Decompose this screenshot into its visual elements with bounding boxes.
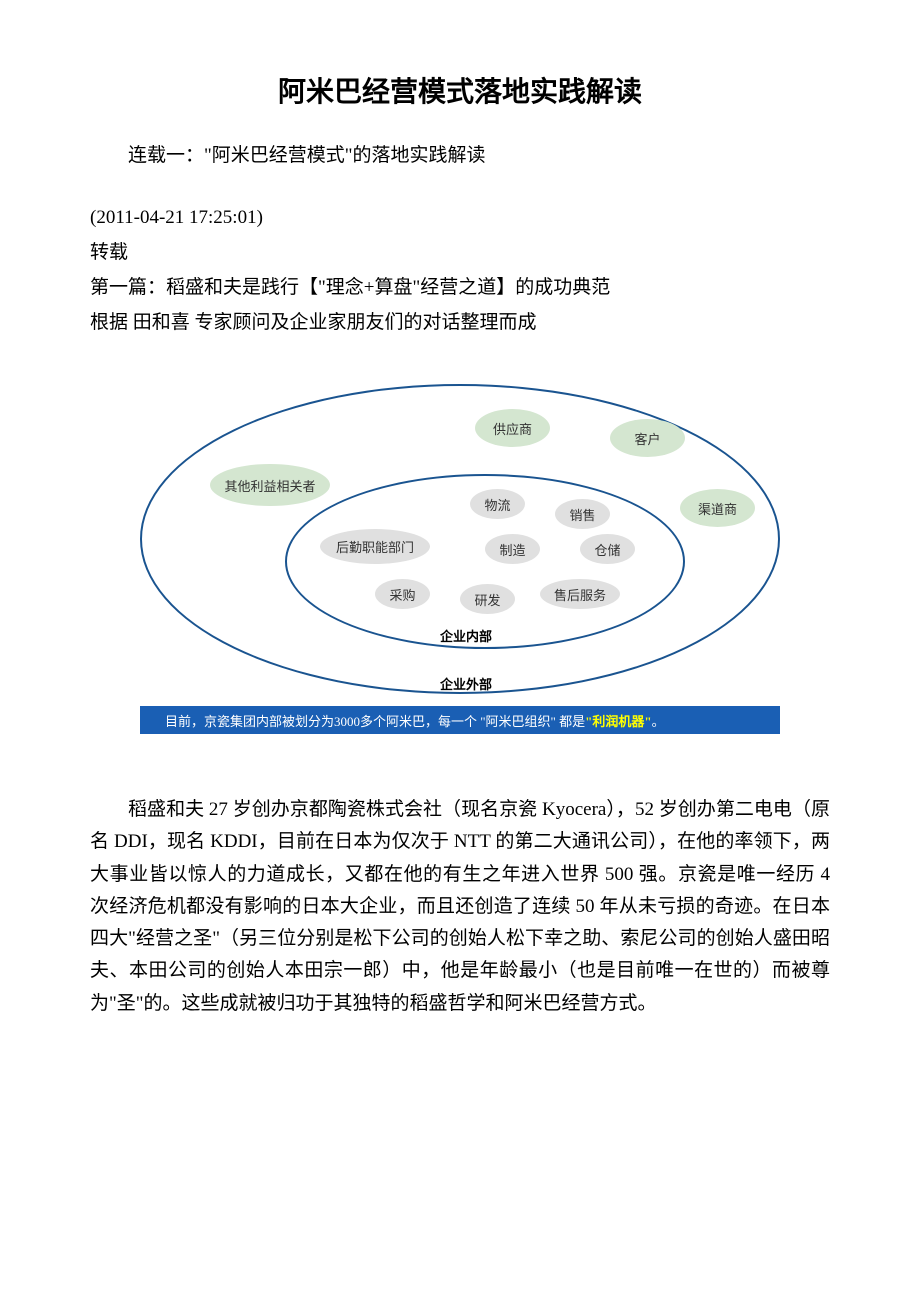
inner-node: 制造 <box>485 534 540 564</box>
inner-node: 物流 <box>470 489 525 519</box>
footer-text-1: 目前，京瓷集团内部被划分为3000多个阿米巴，每一个 "阿米巴组织" 都是 <box>165 711 585 730</box>
chapter-heading: 第一篇：稻盛和夫是践行【"理念+算盘"经营之道】的成功典范 <box>90 272 830 299</box>
inner-node: 售后服务 <box>540 579 620 609</box>
outer-node: 渠道商 <box>680 489 755 527</box>
outer-node: 客户 <box>610 419 685 457</box>
document-subtitle: 连载一："阿米巴经营模式"的落地实践解读 <box>90 140 830 167</box>
outer-node: 供应商 <box>475 409 550 447</box>
footer-text-2: 。 <box>652 711 665 730</box>
inner-node: 仓储 <box>580 534 635 564</box>
inner-node: 采购 <box>375 579 430 609</box>
amoeba-diagram: 供应商 客户其他利益相关者渠道商 物流销售后勤职能部门 制造 仓储采购研发售后服务 企业… <box>140 384 780 734</box>
footer-highlight: "利润机器" <box>585 711 651 730</box>
inner-label: 企业内部 <box>440 626 492 645</box>
inner-node: 后勤职能部门 <box>320 529 430 564</box>
timestamp: (2011-04-21 17:25:01) <box>90 207 830 229</box>
outer-label: 企业外部 <box>440 674 492 693</box>
document-title: 阿米巴经营模式落地实践解读 <box>90 70 830 110</box>
outer-node: 其他利益相关者 <box>210 464 330 506</box>
source-note: 根据 田和喜 专家顾问及企业家朋友们的对话整理而成 <box>90 307 830 334</box>
repost-label: 转载 <box>90 237 830 264</box>
body-paragraph: 稻盛和夫 27 岁创办京都陶瓷株式会社（现名京瓷 Kyocera），52 岁创办… <box>90 794 830 1020</box>
inner-node: 研发 <box>460 584 515 614</box>
diagram-footer: 目前，京瓷集团内部被划分为3000多个阿米巴，每一个 "阿米巴组织" 都是 "利… <box>140 706 780 734</box>
inner-node: 销售 <box>555 499 610 529</box>
